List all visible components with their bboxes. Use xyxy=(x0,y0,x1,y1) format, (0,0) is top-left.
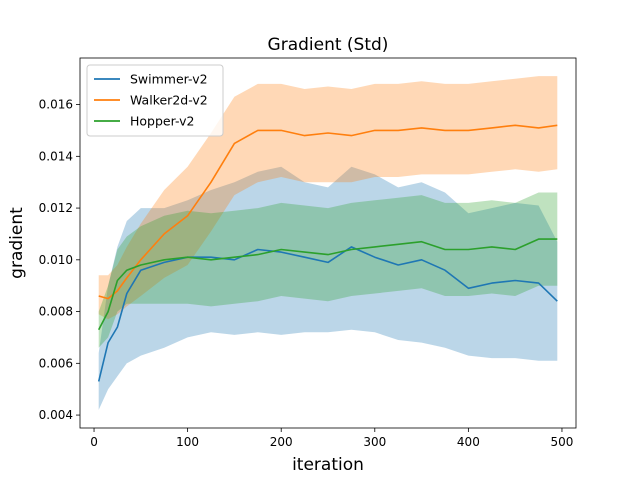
x-tick-label: 500 xyxy=(551,435,574,449)
y-tick-label: 0.012 xyxy=(39,201,73,215)
x-tick-label: 300 xyxy=(363,435,386,449)
band-walker2d-v2 xyxy=(98,76,558,320)
legend-label-hopper-v2: Hopper-v2 xyxy=(130,114,194,129)
legend-box xyxy=(86,64,224,137)
legend-label-walker2d-v2: Walker2d-v2 xyxy=(130,93,208,108)
y-tick-label: 0.004 xyxy=(39,408,73,422)
chart-title: Gradient (Std) xyxy=(268,35,389,55)
legend: Swimmer-v2 Walker2d-v2 Hopper-v2 xyxy=(86,64,224,137)
y-tick-label: 0.010 xyxy=(39,253,73,267)
x-axis: 0 100 200 300 400 500 xyxy=(90,428,573,449)
x-tick-label: 200 xyxy=(270,435,293,449)
y-axis: 0.004 0.006 0.008 0.010 0.012 0.014 0.016 xyxy=(39,98,80,422)
line-hopper-v2 xyxy=(97,238,558,331)
x-tick-label: 0 xyxy=(90,435,98,449)
x-tick-label: 400 xyxy=(457,435,480,449)
band-hopper-v2 xyxy=(98,192,558,348)
x-axis-label: iteration xyxy=(292,455,364,475)
plot-frame xyxy=(79,57,577,429)
confidence-bands xyxy=(98,76,558,410)
x-tick-label: 100 xyxy=(176,435,199,449)
line-walker2d-v2 xyxy=(98,124,558,300)
y-tick-label: 0.016 xyxy=(39,98,73,112)
series-lines xyxy=(97,124,558,382)
y-axis-label: gradient xyxy=(7,207,27,279)
y-tick-label: 0.008 xyxy=(39,305,73,319)
y-tick-label: 0.006 xyxy=(39,356,73,370)
line-swimmer-v2 xyxy=(97,246,558,382)
band-swimmer-v2 xyxy=(98,166,558,410)
y-tick-label: 0.014 xyxy=(39,149,73,163)
legend-label-swimmer-v2: Swimmer-v2 xyxy=(130,72,208,87)
